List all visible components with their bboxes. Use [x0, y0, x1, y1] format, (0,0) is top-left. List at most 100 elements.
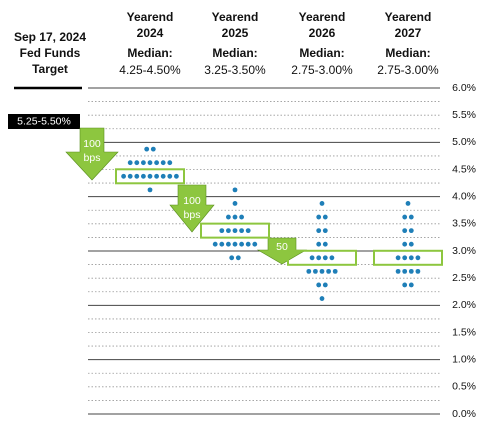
y-tick-label: 2.5% — [452, 272, 476, 284]
dot — [322, 282, 328, 288]
dot — [174, 173, 179, 179]
y-tick-label: 0.5% — [452, 381, 476, 393]
dot — [408, 214, 414, 220]
y-tick-label: 3.5% — [452, 218, 476, 230]
dot — [154, 160, 160, 166]
dot — [316, 214, 322, 220]
y-tick-label: 3.0% — [452, 245, 476, 257]
y-tick-label: 0.0% — [452, 408, 476, 420]
dot — [219, 241, 225, 247]
dot — [212, 241, 218, 247]
median-box — [200, 222, 270, 239]
dot — [322, 241, 328, 247]
dot — [232, 187, 238, 193]
dot — [316, 255, 322, 261]
y-tick-label: 1.5% — [452, 326, 476, 338]
dot — [226, 228, 231, 234]
dot — [309, 255, 315, 261]
column-heading: Yearend — [212, 10, 259, 24]
median-text: 2.75-3.00% — [291, 63, 353, 77]
target-box — [8, 114, 80, 129]
median-box — [373, 249, 443, 266]
y-tick-label: 5.0% — [452, 136, 476, 148]
dot — [121, 173, 126, 179]
dot — [402, 214, 408, 220]
column-year: 2025 — [222, 26, 249, 40]
y-tick-label: 5.5% — [452, 109, 476, 121]
dot — [219, 228, 225, 234]
dot — [226, 214, 231, 220]
dot — [319, 296, 325, 301]
dot — [147, 173, 153, 179]
dot — [316, 282, 322, 288]
column-year: 2027 — [395, 26, 422, 40]
target-label: 5.25-5.50% — [17, 115, 71, 127]
dot — [332, 268, 338, 274]
y-tick-label: 2.0% — [452, 299, 476, 311]
arrow — [256, 237, 308, 265]
dot — [229, 255, 235, 261]
dot — [316, 228, 322, 234]
dot — [160, 173, 166, 179]
dot — [408, 268, 414, 274]
median-text: 3.25-3.50% — [204, 63, 266, 77]
dot — [322, 255, 328, 261]
dot — [415, 255, 421, 261]
dot — [252, 241, 258, 247]
dot — [405, 201, 411, 206]
column-heading: Yearend — [299, 10, 346, 24]
median-text: 4.25-4.50% — [119, 63, 181, 77]
dot — [322, 228, 328, 234]
dot — [232, 201, 238, 206]
dot — [319, 201, 325, 206]
dot — [313, 268, 318, 274]
dot — [408, 228, 414, 234]
dot — [329, 255, 335, 261]
dot — [402, 268, 408, 274]
dot — [134, 173, 140, 179]
dot — [239, 214, 245, 220]
dot — [395, 268, 401, 274]
median-title: Median: — [299, 46, 344, 60]
dot — [160, 160, 166, 166]
dot — [232, 241, 238, 247]
dot — [232, 214, 238, 220]
annotation: 50 — [276, 241, 288, 253]
left-title: Target — [32, 62, 68, 76]
y-tick-label: 6.0% — [452, 82, 476, 94]
dot — [402, 255, 408, 261]
median-title: Median: — [385, 46, 430, 60]
dot — [326, 268, 331, 274]
dot — [319, 268, 325, 274]
column-year: 2024 — [137, 26, 164, 40]
annotation: 100 — [183, 195, 201, 207]
dot — [306, 268, 312, 274]
arrow — [65, 127, 119, 181]
dot — [134, 160, 140, 166]
dot — [127, 160, 133, 166]
dot — [316, 241, 322, 247]
column-year: 2026 — [309, 26, 336, 40]
dot — [245, 241, 251, 247]
dot — [239, 228, 245, 234]
dot — [408, 255, 414, 261]
y-tick-label: 4.0% — [452, 190, 476, 202]
left-title: Fed Funds — [20, 46, 81, 60]
dot — [141, 173, 146, 179]
dot — [144, 146, 150, 152]
annotation: 100 — [83, 138, 101, 150]
dot — [245, 228, 251, 234]
column-heading: Yearend — [385, 10, 432, 24]
dot — [127, 173, 133, 179]
column-heading: Yearend — [127, 10, 174, 24]
dot — [408, 241, 414, 247]
annotation: bps — [84, 152, 101, 164]
y-tick-label: 1.0% — [452, 353, 476, 365]
dot — [239, 241, 245, 247]
dot — [415, 268, 421, 274]
dot — [154, 173, 160, 179]
dot — [402, 282, 408, 288]
median-box — [115, 168, 185, 185]
dot — [402, 228, 408, 234]
